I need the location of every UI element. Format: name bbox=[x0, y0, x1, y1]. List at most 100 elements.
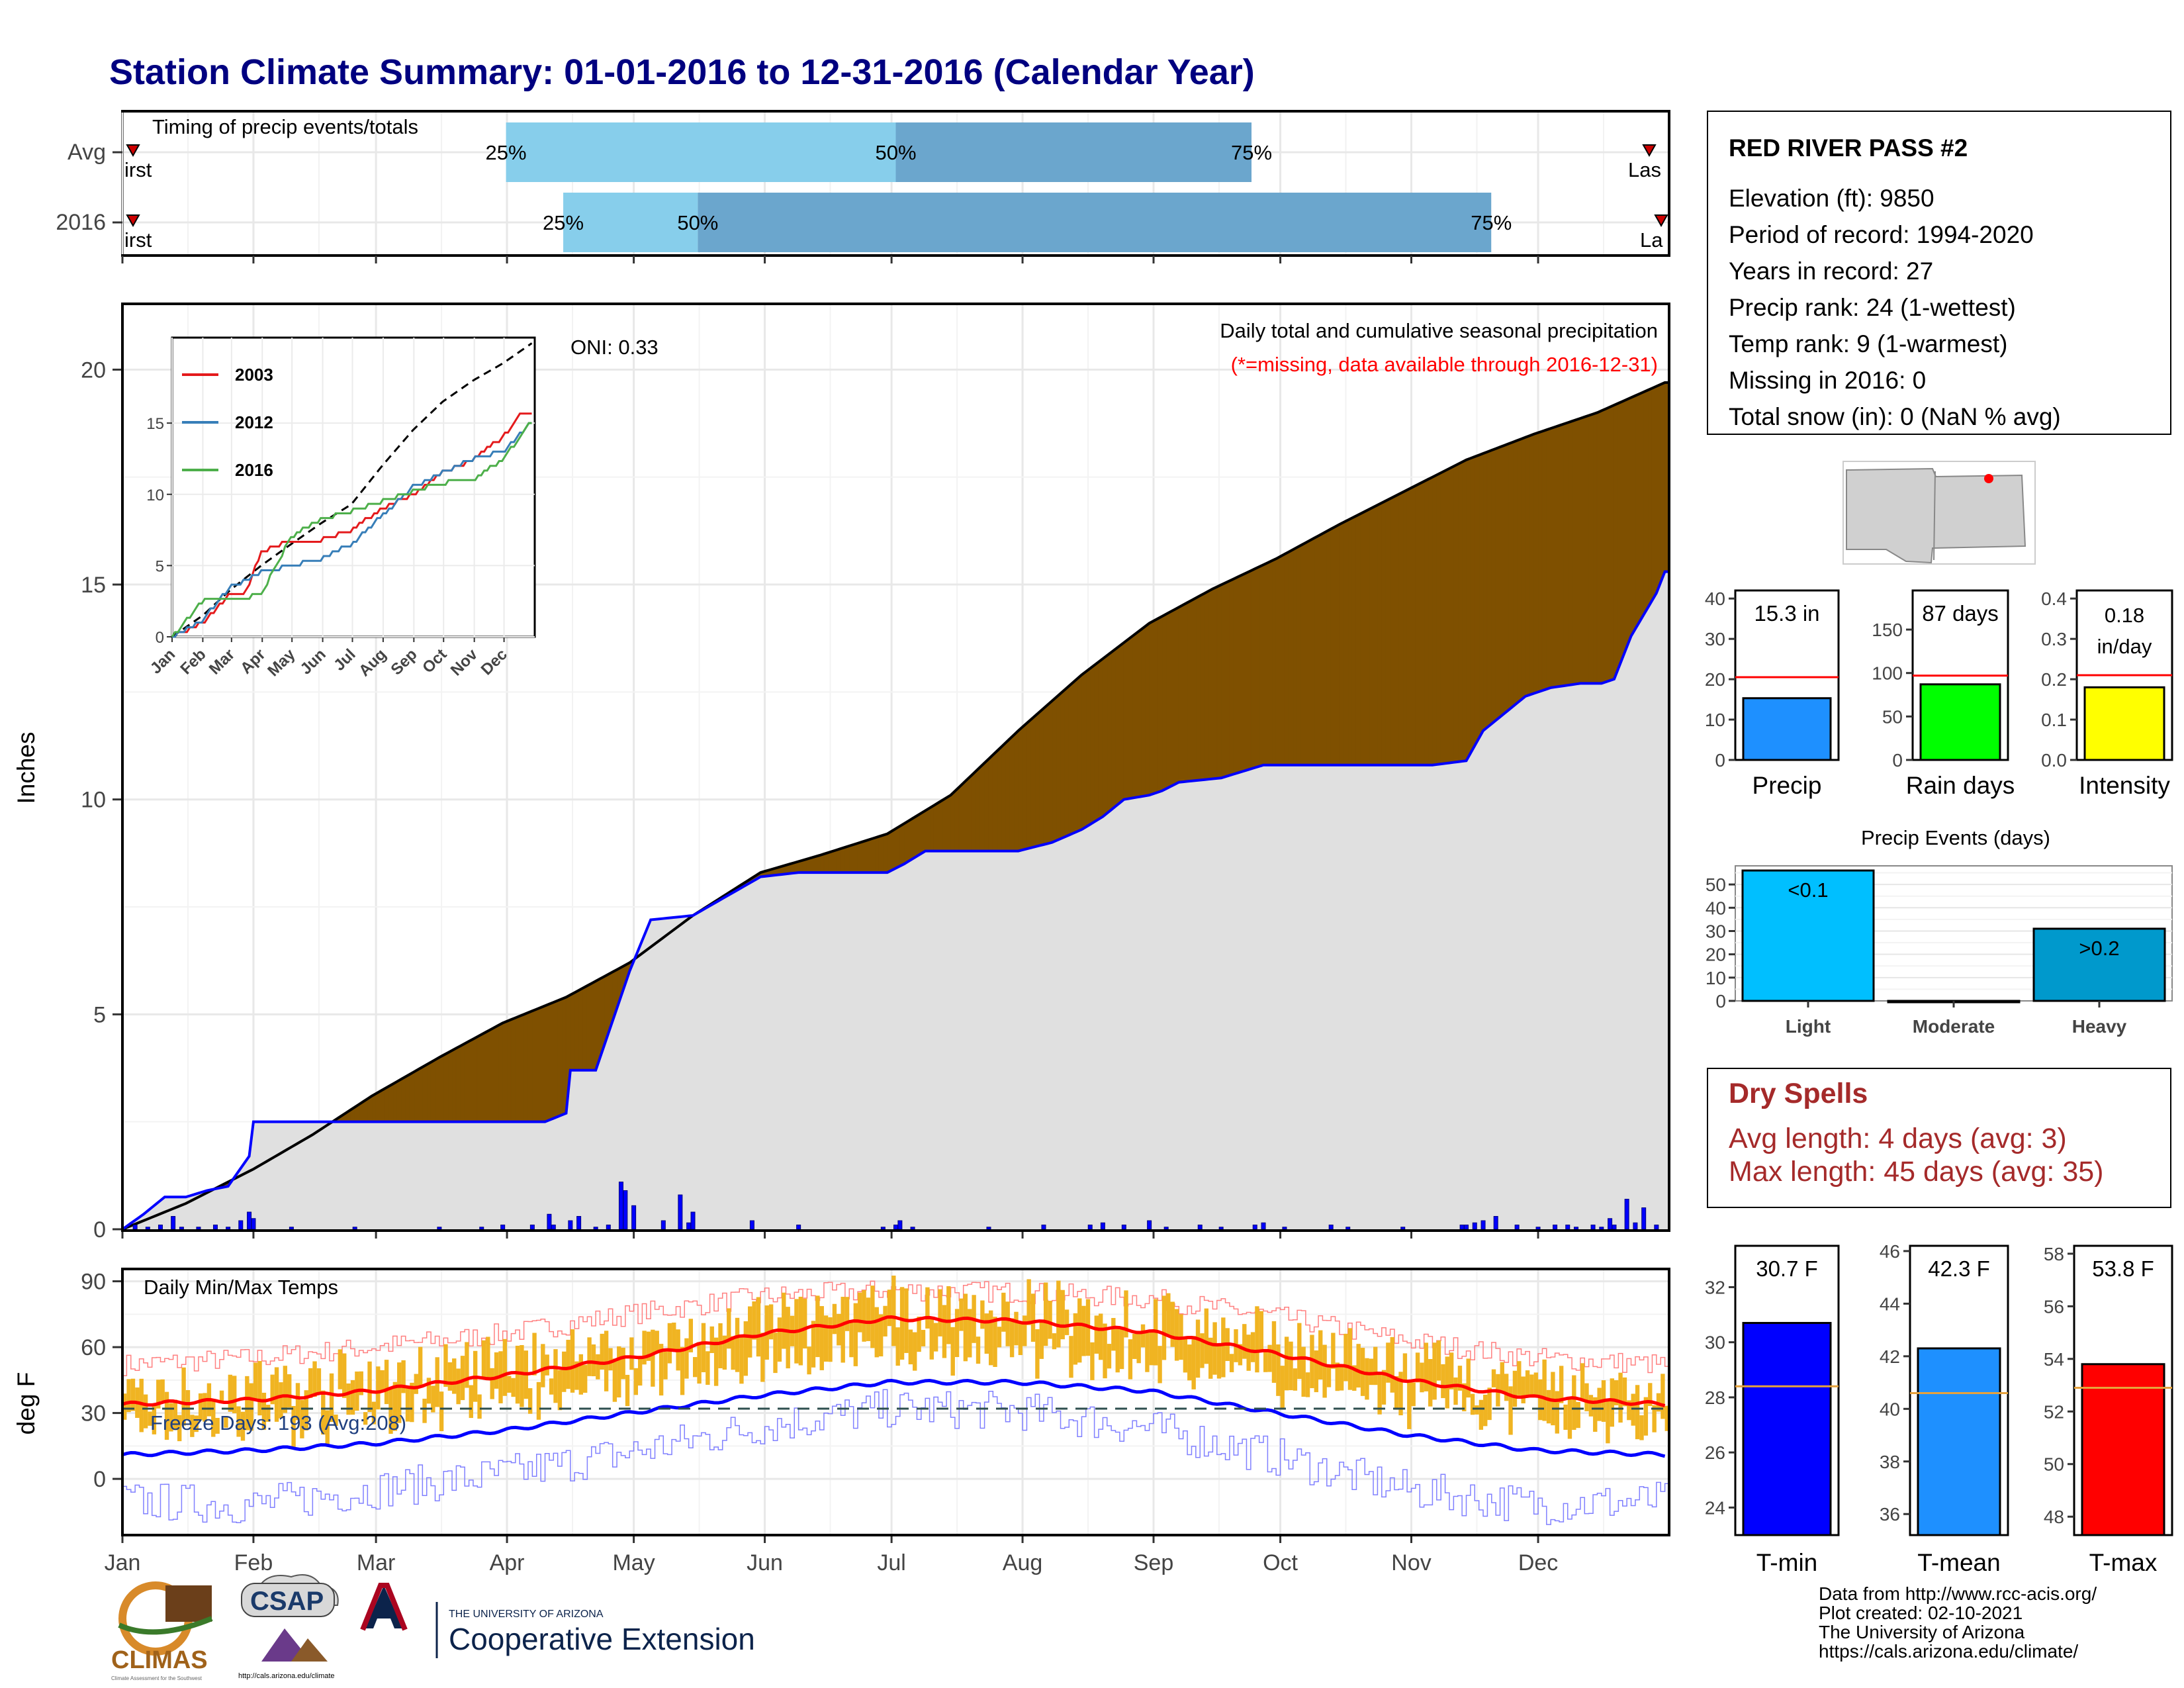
daily-temp-range bbox=[1195, 1319, 1201, 1378]
timing-label-50: 50% bbox=[677, 211, 718, 234]
departure-segment bbox=[1157, 616, 1163, 793]
timing-label: Timing of precip events/totals bbox=[152, 115, 418, 138]
daily-temp-range bbox=[545, 1354, 549, 1376]
departure-segment bbox=[984, 758, 989, 852]
daily-temp-range bbox=[693, 1357, 698, 1378]
daily-temp-range bbox=[261, 1392, 267, 1430]
daily-temp-range bbox=[515, 1345, 520, 1404]
daily-temp-range bbox=[621, 1347, 625, 1380]
daily-precip-bar bbox=[171, 1216, 176, 1230]
daily-temp-range bbox=[849, 1322, 854, 1358]
temperature-plot-body: Jan Feb Mar Apr May Jun Jul Aug Sep Oct Nov Dec 0 30 6… bbox=[81, 1270, 1669, 1575]
departure-segment bbox=[1267, 560, 1273, 766]
daily-temp-range bbox=[1597, 1387, 1602, 1421]
daily-temp-range bbox=[570, 1329, 575, 1393]
daily-temp-range bbox=[651, 1329, 655, 1387]
tmax-y-tick-label: 50 bbox=[2044, 1454, 2064, 1475]
daily-temp-range bbox=[431, 1385, 435, 1413]
daily-temp-range bbox=[1284, 1336, 1289, 1391]
daily-precip-bar bbox=[1574, 1227, 1579, 1230]
departure-segment bbox=[371, 1093, 377, 1123]
rain_days-y-tick-label: 100 bbox=[1872, 663, 1903, 684]
daily-precip-bar bbox=[576, 1216, 582, 1230]
daily-temp-range bbox=[414, 1374, 418, 1394]
rain_days-y-tick-label: 150 bbox=[1872, 620, 1903, 640]
daily-temp-range bbox=[316, 1368, 322, 1393]
daily-precip-bar bbox=[1641, 1207, 1647, 1230]
daily-temp-range bbox=[612, 1358, 617, 1402]
tmin-category-label: T-min bbox=[1756, 1549, 1818, 1576]
daily-precip-bar bbox=[196, 1227, 201, 1230]
daily-temp-range bbox=[1170, 1301, 1175, 1347]
departure-segment bbox=[979, 762, 985, 852]
daily-precip-bar bbox=[1197, 1225, 1203, 1230]
departure-segment bbox=[1550, 426, 1556, 688]
temperature-summary-charts: 24 26 28 30 32 30.7 F T-min 36 38 40 42 44 46 42.3 F T… bbox=[1705, 1241, 2173, 1576]
departure-segment bbox=[1343, 519, 1349, 766]
tmin-value-label: 30.7 F bbox=[1756, 1256, 1818, 1281]
daily-temp-range bbox=[743, 1321, 749, 1376]
daily-precip-bar bbox=[1535, 1227, 1541, 1230]
daily-temp-range bbox=[1529, 1374, 1534, 1397]
daily-precip-bar bbox=[1464, 1225, 1469, 1230]
precip-events-chart: Precip Events (days) 0 10 20 30 40 50 <0.1 Ligh… bbox=[1706, 826, 2173, 1037]
daily-temp-range bbox=[1436, 1340, 1441, 1381]
departure-segment bbox=[527, 1010, 533, 1123]
temperature-title: Daily Min/Max Temps bbox=[144, 1276, 338, 1299]
daily-precip-bar bbox=[1261, 1222, 1266, 1230]
departure-segment bbox=[1314, 535, 1319, 766]
daily-temp-range bbox=[1369, 1358, 1374, 1385]
departure-segment bbox=[1449, 465, 1454, 764]
daily-temp-range bbox=[553, 1349, 558, 1403]
daily-temp-range bbox=[215, 1417, 220, 1434]
daily-temp-range bbox=[1339, 1365, 1344, 1391]
daily-temp-range bbox=[1289, 1341, 1293, 1391]
tmean-y-tick-label: 40 bbox=[1880, 1399, 1900, 1419]
daily-temp-range bbox=[709, 1326, 714, 1354]
month-tick-label: Jan bbox=[105, 1550, 141, 1575]
precip-y-tick-label: 20 bbox=[81, 357, 106, 383]
daily-temp-range bbox=[1314, 1350, 1319, 1393]
locator-map bbox=[1843, 461, 2036, 565]
daily-temp-range bbox=[617, 1346, 621, 1398]
daily-temp-range bbox=[321, 1390, 326, 1435]
departure-segment bbox=[1563, 422, 1569, 686]
daily-temp-range bbox=[946, 1286, 951, 1344]
departure-segment bbox=[561, 996, 567, 1116]
daily-temp-range bbox=[388, 1387, 393, 1434]
inset-y-tick-label: 15 bbox=[146, 415, 164, 433]
daily-temp-range bbox=[122, 1393, 127, 1420]
daily-temp-range bbox=[1402, 1353, 1408, 1382]
departure-segment bbox=[549, 1002, 554, 1121]
departure-segment bbox=[1500, 445, 1505, 718]
daily-precip-bar bbox=[1493, 1216, 1498, 1230]
month-tick-label: Apr bbox=[490, 1550, 525, 1575]
daily-temp-range bbox=[672, 1322, 676, 1352]
daily-temp-range bbox=[1077, 1298, 1082, 1363]
timing-label-75: 75% bbox=[1471, 211, 1512, 234]
departure-segment bbox=[967, 774, 972, 852]
daily-temp-range bbox=[878, 1314, 884, 1357]
record-min-line bbox=[122, 1389, 1669, 1525]
departure-segment bbox=[1204, 590, 1209, 780]
daily-temp-range bbox=[1009, 1318, 1015, 1358]
daily-precip-bar bbox=[796, 1225, 801, 1230]
daily-precip-bar bbox=[529, 1225, 535, 1230]
daily-temp-range bbox=[942, 1305, 947, 1358]
rain_days-y-tick-label: 50 bbox=[1882, 706, 1903, 727]
daily-precip-bar bbox=[1514, 1225, 1520, 1230]
last-event-label: La bbox=[1640, 228, 1663, 252]
departure-segment bbox=[422, 1064, 428, 1123]
daily-temp-range bbox=[447, 1362, 453, 1391]
daily-temp-range bbox=[968, 1309, 972, 1358]
departure-segment bbox=[971, 770, 977, 852]
departure-segment bbox=[1178, 604, 1184, 783]
daily-temp-range bbox=[786, 1307, 790, 1369]
month-tick-label: May bbox=[612, 1550, 655, 1575]
departure-segment bbox=[570, 992, 575, 1071]
daily-temp-range bbox=[1026, 1279, 1031, 1325]
departure-segment bbox=[950, 790, 956, 852]
departure-segment bbox=[405, 1073, 410, 1123]
departure-segment bbox=[1360, 510, 1365, 766]
first-event-label: irst bbox=[124, 228, 152, 252]
